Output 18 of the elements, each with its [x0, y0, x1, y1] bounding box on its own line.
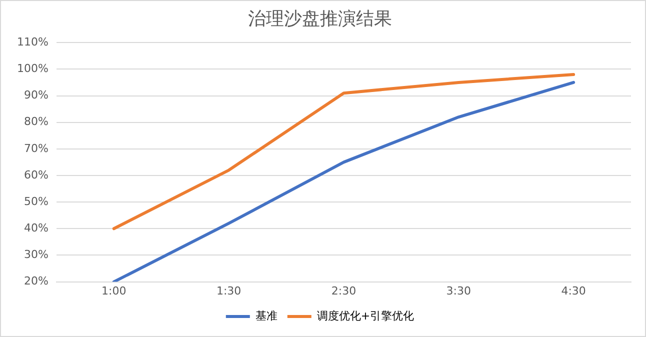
- y-tick-label: 40%: [24, 222, 48, 235]
- chart-title: 治理沙盘推演结果: [248, 8, 392, 30]
- legend-label: 调度优化+引擎优化: [316, 309, 414, 322]
- x-tick-label: 2:30: [331, 284, 356, 298]
- y-tick-label: 110%: [16, 35, 48, 48]
- x-tick-label: 3:30: [446, 284, 471, 298]
- y-tick-label: 20%: [24, 274, 48, 288]
- y-tick-label: 70%: [24, 142, 48, 155]
- y-tick-label: 30%: [24, 248, 48, 262]
- y-tick-label: 90%: [24, 88, 48, 102]
- x-tick-label: 1:30: [216, 284, 242, 298]
- y-tick-label: 80%: [24, 115, 48, 128]
- x-tick-label: 4:30: [561, 284, 586, 298]
- y-tick-label: 50%: [24, 194, 48, 208]
- x-tick-label: 1:00: [102, 284, 126, 298]
- y-tick-label: 60%: [24, 168, 48, 182]
- y-tick-label: 100%: [16, 62, 48, 76]
- legend-label: 基准: [255, 309, 278, 322]
